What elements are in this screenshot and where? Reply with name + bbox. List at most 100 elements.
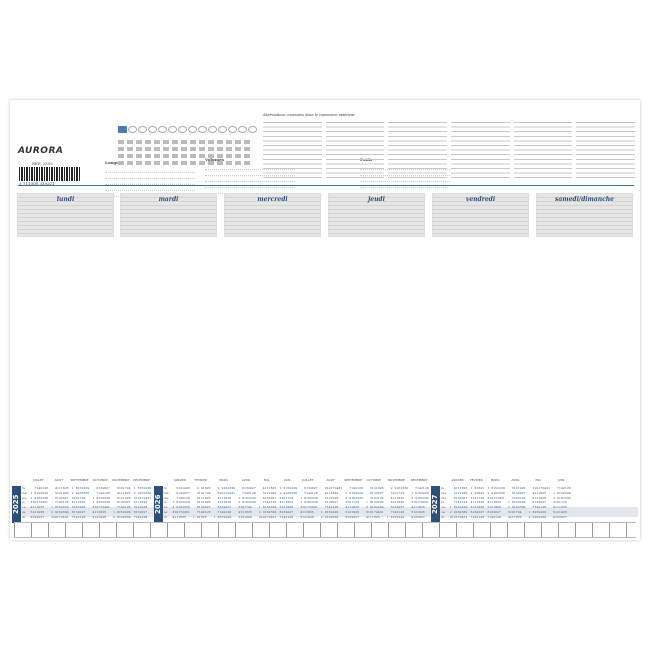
calendar-day: 14 xyxy=(392,509,397,514)
calendar-day: 23 xyxy=(355,495,359,500)
calendar-day: 13 xyxy=(264,495,269,500)
calendar-day: 13 xyxy=(371,490,376,495)
calendar-day: 5 xyxy=(238,514,241,519)
calendar-day: 5 xyxy=(92,514,95,519)
month-name: MAI xyxy=(263,478,270,482)
calendar-day: 17 xyxy=(122,486,127,490)
calendar-day: 6 xyxy=(487,509,490,514)
month-name: MARS xyxy=(490,478,500,482)
calendar-day: 5 xyxy=(116,495,119,500)
calendar-day: 26 xyxy=(309,514,314,519)
calendar-day: 1 xyxy=(113,509,115,514)
calendar-day: 21 xyxy=(122,505,127,510)
calendar-day: 29 xyxy=(334,509,339,514)
calendar-day: 28 xyxy=(424,486,429,490)
calendar-day: 17 xyxy=(306,505,310,510)
calendar-day: 7 xyxy=(96,490,99,495)
calendar-day: 27 xyxy=(379,490,384,495)
calendar-day: 15 xyxy=(178,500,183,505)
calendar-day: 17 xyxy=(264,514,269,519)
calendar-day: 24 xyxy=(309,505,314,510)
day-box-samedi-dimanche[interactable]: samedi/dimanche xyxy=(536,193,633,237)
calendar-day: 24 xyxy=(81,495,86,500)
calendar-day: 18 xyxy=(178,514,183,519)
calendar-day: 4 xyxy=(324,490,327,495)
day-box-mercredi[interactable]: mercredi xyxy=(224,193,321,237)
month-août: AOÛT 1 2 3 4 5 6 7 8 9 10 11 12 13 14 15 16 17 18 19 20 21 22 2… xyxy=(319,478,342,520)
calendar-day: 26 xyxy=(480,505,485,510)
calendar-day: 1 xyxy=(51,505,54,510)
calendar-day: 10 xyxy=(534,486,539,490)
month-name: SEPTEMBRE xyxy=(344,478,363,482)
calendar-day: 15 xyxy=(513,500,518,505)
calendar-day: 18 xyxy=(371,514,376,519)
calendar-day: 7 xyxy=(304,490,306,495)
calendar-day: 23 xyxy=(480,490,485,495)
calendar-day: 20 xyxy=(375,490,380,495)
calendar-day: 5 xyxy=(300,514,303,519)
month-juin: JUIN 1 2 3 4 5 6 7 8 9 10 11 12 13 14 15 16 17 18 19 20 21 22 2… xyxy=(551,478,570,520)
day-box-lundi[interactable]: lundi xyxy=(17,193,114,237)
calendar-day: 13 xyxy=(56,495,61,500)
calendar-day: 27 xyxy=(480,509,485,514)
calendar-day: 4 xyxy=(133,500,136,505)
calendar-day: 18 xyxy=(351,505,356,510)
calendar-day: 1 xyxy=(366,500,368,505)
calendar-day: 14 xyxy=(472,514,477,519)
calendar-day: 10 xyxy=(489,495,494,500)
calendar-day: 30 xyxy=(44,495,48,500)
calendar-day: 16 xyxy=(98,500,103,505)
calendar-day: 1 xyxy=(258,505,261,510)
calendar-day: 30 xyxy=(293,490,298,495)
calendar-day: 25 xyxy=(355,505,359,510)
month-days: 1 2 3 4 5 6 7 8 9 10 11 12 13 14 15 16 17 18 19 20 21 22 23 24 2… xyxy=(278,486,297,520)
calendar-day: 6 xyxy=(470,509,473,514)
calendar-day: 6 xyxy=(553,514,556,519)
calendar-day: 3 xyxy=(71,495,74,500)
calendar-day: 31 xyxy=(106,505,110,510)
calendar-day: 18 xyxy=(493,500,498,505)
calendar-day: 25 xyxy=(309,509,314,514)
day-box-jeudi[interactable]: jeudi xyxy=(328,193,425,237)
calendar-day: 15 xyxy=(36,490,41,495)
month-septembre: SEPTEMBRE 1 2 3 4 5 6 7 8 9 10 11 12 13 14 15 16 17 18 19 20… xyxy=(343,478,363,520)
calendar-day: 5 xyxy=(411,509,414,514)
calendar-day: 13 xyxy=(281,509,286,514)
month-days: 1 2 3 4 5 6 7 8 9 10 11 12 13 14 15 16 17 18 19 20 21 22 23 24 2… xyxy=(111,486,130,520)
calendar-day: 30 xyxy=(313,500,318,505)
calendar-day: 2 xyxy=(300,500,303,505)
calendar-day: 12 xyxy=(73,505,78,510)
calendar-day: 26 xyxy=(186,486,190,490)
calendar-day: 1 xyxy=(300,495,303,500)
calendar-day: 23 xyxy=(182,505,186,510)
calendar-day: 17 xyxy=(351,500,356,505)
calendar-day: 31 xyxy=(338,486,343,490)
calendar-day: 23 xyxy=(400,486,405,490)
calendar-day: 19 xyxy=(459,490,464,495)
calendar-day: 9 xyxy=(200,486,203,490)
month-name: AOÛT xyxy=(326,478,335,482)
calendar-day: 17 xyxy=(371,509,376,514)
calendar-day: 22 xyxy=(81,486,86,490)
calendar-day: 30 xyxy=(424,495,429,500)
time-zone-marker xyxy=(128,126,137,133)
month-days: 1 2 3 4 5 6 7 8 9 10 11 12 13 14 15 16 17 18 19 20 21 22 23 24 2… xyxy=(319,486,342,520)
calendar-day: 3 xyxy=(449,514,452,519)
calendar-day: 4 xyxy=(172,514,175,519)
calendar-day: 27 xyxy=(186,490,190,495)
calendar-day: 20 xyxy=(476,509,481,514)
calendar-day: 20 xyxy=(559,514,563,519)
calendar-day: 29 xyxy=(463,505,468,510)
calendar-day: 7 xyxy=(279,514,282,519)
month-days: 1 2 3 4 5 6 7 8 9 10 11 12 13 14 15 16 17 18 19 20 21 22 23 24 2… xyxy=(343,486,362,520)
month-juin: JUIN 1 2 3 4 5 6 7 8 9 10 11 12 13 14 15 16 17 18 19 20 21 22 2… xyxy=(278,478,297,520)
calendar-day: 20 xyxy=(268,495,273,500)
calendar-day: 7 xyxy=(71,514,74,519)
calendar-day: 25 xyxy=(143,500,148,505)
calendar-day: 18 xyxy=(36,505,41,510)
calendar-day: 14 xyxy=(513,495,518,500)
day-box-mardi[interactable]: mardi xyxy=(120,193,217,237)
weekday-label: sa xyxy=(441,509,445,514)
day-box-vendredi[interactable]: vendredi xyxy=(432,193,529,237)
calendar-day: 19 xyxy=(223,500,228,505)
